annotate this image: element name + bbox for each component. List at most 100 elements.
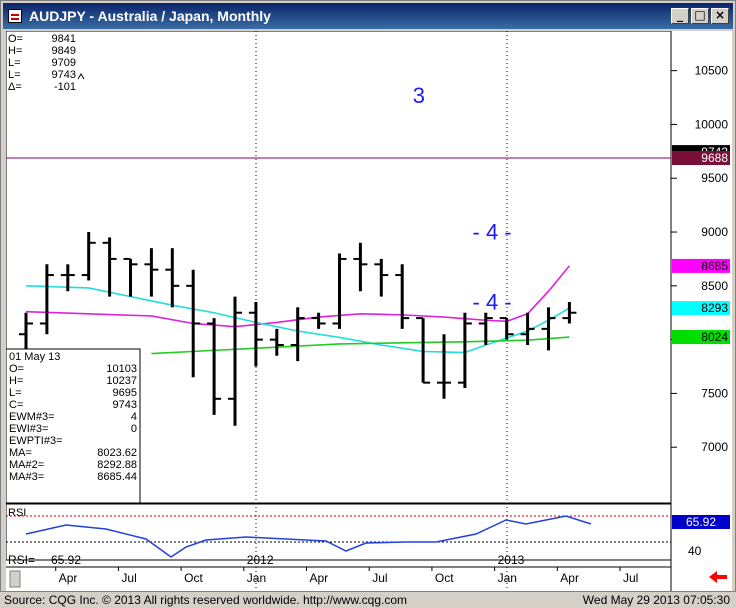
info-label: MA=: [9, 447, 32, 459]
rsi-panel[interactable]: RSI 65.92 40 RSI= 65.92: [6, 507, 730, 567]
info-label: C=: [9, 399, 23, 411]
ohlc-value: 9841: [52, 33, 76, 45]
y-tick-label: 7500: [701, 386, 728, 400]
info-box-frame: [5, 348, 141, 504]
info-label: L=: [9, 387, 22, 399]
info-value: 9695: [113, 387, 137, 399]
price-bar: [228, 296, 242, 426]
ohlc-value: 9849: [52, 45, 76, 57]
close-button[interactable]: ×: [711, 8, 729, 24]
price-bar: [248, 301, 263, 367]
price-bar: [395, 264, 410, 329]
x-tick-label: Oct: [435, 571, 454, 585]
rsi-value-tag: [672, 515, 730, 529]
price-bar: [186, 269, 201, 378]
price-bar: [562, 301, 577, 324]
info-label: EWM#3=: [9, 411, 55, 423]
app-icon[interactable]: [8, 9, 22, 23]
ohlc-label: L=: [8, 57, 21, 69]
wave-labels: 3 - 4 - - 4 -: [413, 83, 512, 315]
info-value: 9743: [113, 399, 137, 411]
wave-label: 3: [413, 83, 425, 108]
ma-line-2: [25, 285, 570, 354]
info-value: 8685.44: [97, 471, 137, 483]
timestamp: Wed May 29 2013 07:05:30: [582, 593, 730, 607]
y-tick-label: 8500: [701, 279, 728, 293]
time-axis: Apr Jul Oct Jan Apr Jul Oct Jan Apr Jul 2012 2013: [55, 553, 638, 585]
x-tick-label: Jul: [623, 571, 638, 585]
price-bar: [269, 328, 284, 356]
y-tick-label: 9500: [701, 171, 728, 185]
price-tag-text: 9688: [701, 151, 728, 165]
info-label: H=: [9, 375, 23, 387]
ma-line-3: [25, 265, 571, 328]
status-bar: Source: CQG Inc. © 2013 All rights reser…: [0, 592, 736, 608]
cursor-caret-icon: [77, 73, 85, 80]
x-tick-label: Jul: [372, 571, 387, 585]
info-value: 8292.88: [97, 459, 137, 471]
ma-line-1: [151, 336, 570, 355]
y-tick-label: 9000: [701, 225, 728, 239]
rsi-readout-label: RSI=: [8, 553, 35, 567]
price-chart[interactable]: 7000750080008500900095001000010500 3- 4 …: [5, 30, 732, 591]
price-tag: [672, 301, 730, 316]
rsi-readout-value: 65.92: [51, 553, 81, 567]
x-tick-label: Jul: [121, 571, 136, 585]
y-tick-label: 10500: [695, 64, 729, 78]
price-bar: [165, 248, 180, 308]
price-bar: [541, 307, 556, 351]
chart-area[interactable]: 7000750080008500900095001000010500 3- 4 …: [5, 30, 732, 591]
info-value: 8023.62: [97, 447, 137, 459]
rsi-axis-label: 40: [688, 544, 702, 558]
scroll-box[interactable]: [9, 570, 21, 588]
info-label: EWPTI#3=: [9, 435, 63, 447]
title-bar[interactable]: AUDJPY - Australia / Japan, Monthly _ □ …: [3, 3, 733, 29]
rsi-panel-frame: [5, 503, 672, 561]
price-tag-text: 8293: [701, 301, 728, 315]
wave-label: - 4 -: [473, 289, 512, 314]
ohlc-label: O=: [8, 33, 23, 45]
info-date: 01 May 13: [9, 351, 60, 363]
minimize-button[interactable]: _: [671, 8, 689, 24]
price-bar: [290, 307, 305, 362]
info-value: 10103: [106, 363, 137, 375]
price-bar: [478, 312, 493, 345]
info-value: 0: [131, 423, 137, 435]
price-bar: [81, 232, 96, 281]
price-tag-text: 8024: [701, 330, 728, 344]
price-tag: [672, 151, 730, 166]
price-tags: 97439688868582938024: [672, 145, 730, 345]
info-label: O=: [9, 363, 24, 375]
price-bar: [332, 253, 347, 329]
rsi-value-tag-text: 65.92: [686, 515, 716, 529]
price-bar: [353, 242, 368, 292]
x-tick-label: Oct: [184, 571, 203, 585]
price-bar: [144, 248, 159, 297]
price-tag: [672, 330, 730, 345]
ohlc-label: H=: [8, 45, 22, 57]
wave-label: - 4 -: [473, 220, 512, 245]
moving-averages: [25, 265, 571, 355]
ohlc-label: Δ=: [8, 81, 22, 93]
info-label: EWI#3=: [9, 423, 48, 435]
maximize-button[interactable]: □: [691, 8, 709, 24]
year-label: 2012: [247, 553, 274, 567]
price-bar: [416, 317, 431, 384]
x-tick-label: Apr: [560, 571, 579, 585]
price-bar: [499, 317, 514, 340]
year-label: 2013: [498, 553, 525, 567]
ohlc-label: L=: [8, 69, 21, 81]
ohlc-readout: O= 9841 H= 9849 L= 9709 L= 9743 Δ= -101: [8, 33, 85, 93]
rsi-line: [25, 515, 592, 558]
scroll-left-arrow-icon[interactable]: [709, 571, 727, 583]
chart-window: AUDJPY - Australia / Japan, Monthly _ □ …: [0, 0, 736, 592]
price-bar: [311, 312, 326, 329]
x-tick-label: Jan: [247, 571, 266, 585]
price-bar: [207, 318, 222, 415]
price-bars: [19, 232, 577, 426]
info-value: 4: [131, 411, 137, 423]
window-title: AUDJPY - Australia / Japan, Monthly: [29, 8, 271, 24]
x-tick-label: Apr: [310, 571, 329, 585]
x-tick-label: Jan: [498, 571, 517, 585]
ohlc-value: 9709: [52, 57, 76, 69]
